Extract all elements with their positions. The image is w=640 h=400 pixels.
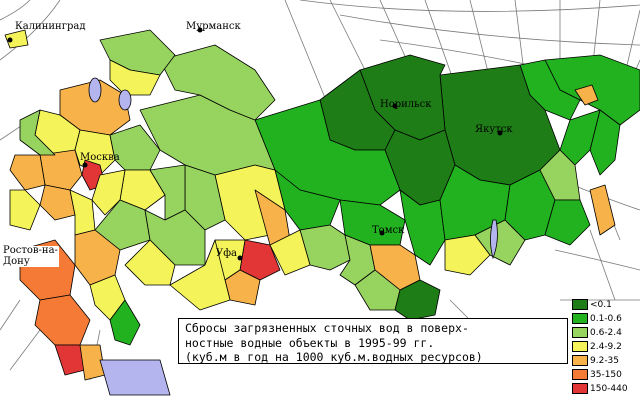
map-legend: <0.1 0.1-0.6 0.6-2.4 2.4-9.2 9.2-35 35-1… — [572, 298, 638, 398]
map-caption: Сбросы загрязненных сточных вод в поверх… — [178, 318, 568, 364]
city-label-tomsk: Томск — [372, 225, 405, 236]
legend-item: 150-440 — [572, 382, 638, 396]
region-shape — [109, 299, 141, 346]
region-shape — [9, 154, 46, 191]
legend-label: 35-150 — [590, 370, 622, 380]
legend-item: 9.2-35 — [572, 354, 638, 368]
region-shape — [269, 229, 311, 276]
city-label-yakutsk: Якутск — [475, 124, 513, 135]
lake-ladoga — [88, 77, 102, 103]
legend-label: <0.1 — [590, 300, 612, 310]
caption-line: (куб.м в год на 1000 куб.м.водных ресурс… — [185, 350, 483, 364]
region-shape — [394, 279, 441, 321]
region-shape — [474, 219, 526, 266]
region-shape — [34, 294, 91, 346]
city-label-ufa: Уфа — [216, 248, 238, 259]
region-shape — [91, 169, 126, 216]
region-shape — [39, 184, 76, 221]
lake-baikal — [490, 219, 498, 260]
legend-swatch — [572, 313, 588, 324]
graticule-line — [449, 299, 471, 321]
region-shape — [399, 189, 446, 266]
region-shape — [159, 44, 276, 121]
graticule-line — [589, 229, 616, 301]
graticule-line — [424, 0, 456, 86]
city-marker — [497, 130, 503, 136]
region-shape — [559, 109, 601, 166]
city-label-murmansk: Мурманск — [186, 21, 241, 32]
region-shape — [109, 59, 161, 96]
graticule-line — [469, 0, 491, 81]
legend-item: 0.6-2.4 — [572, 326, 638, 340]
city-label-kaliningrad: Калининград — [15, 21, 86, 32]
region-shape — [19, 109, 56, 156]
city-label-norilsk: Норильск — [380, 99, 432, 110]
city-marker — [379, 230, 385, 236]
city-marker — [392, 103, 398, 109]
region-shape — [589, 184, 616, 236]
region-shape — [124, 239, 176, 286]
graticule-line — [339, 14, 640, 46]
legend-swatch — [572, 341, 588, 352]
region-shape — [444, 234, 491, 276]
caption-line: Сбросы загрязненных сточных вод в поверх… — [185, 321, 469, 335]
city-marker — [82, 162, 88, 168]
city-label-moskva: Москва — [80, 152, 120, 163]
legend-label: 2.4-9.2 — [590, 342, 622, 352]
regions-layer — [4, 29, 640, 396]
region-shape — [4, 29, 29, 49]
legend-swatch — [572, 327, 588, 338]
region-shape — [539, 149, 581, 201]
graticule-line — [284, 0, 331, 111]
graticule-line — [0, 0, 61, 61]
lake-onega — [118, 89, 132, 111]
legend-label: 0.1-0.6 — [590, 314, 622, 324]
legend-swatch — [572, 299, 588, 310]
graticule-line — [299, 0, 640, 12]
region-shape — [9, 189, 41, 231]
legend-item: 0.1-0.6 — [572, 312, 638, 326]
legend-label: 9.2-35 — [590, 356, 620, 366]
lakes-layer — [88, 77, 498, 260]
legend-item: 2.4-9.2 — [572, 340, 638, 354]
region-shape — [169, 239, 231, 311]
region-shape — [39, 149, 83, 191]
city-label-rostov: Ростов-на- Дону — [2, 245, 59, 267]
legend-swatch — [572, 369, 588, 380]
city-marker — [7, 37, 13, 43]
region-shape — [574, 84, 599, 106]
legend-label: 0.6-2.4 — [590, 328, 622, 338]
graticule-line — [0, 0, 31, 21]
legend-item: <0.1 — [572, 298, 638, 312]
legend-label: 150-440 — [590, 384, 628, 394]
region-shape — [544, 199, 591, 246]
region-shape — [99, 359, 171, 396]
city-marker — [197, 27, 203, 33]
graticule-line — [0, 299, 21, 331]
graticule-line — [9, 329, 41, 371]
legend-swatch — [572, 383, 588, 394]
graticule-line — [554, 249, 640, 271]
caption-line: ностные водные объекты в 1995-99 гг. — [185, 335, 435, 350]
legend-item: 35-150 — [572, 368, 638, 382]
city-marker — [237, 255, 243, 261]
legend-swatch — [572, 355, 588, 366]
